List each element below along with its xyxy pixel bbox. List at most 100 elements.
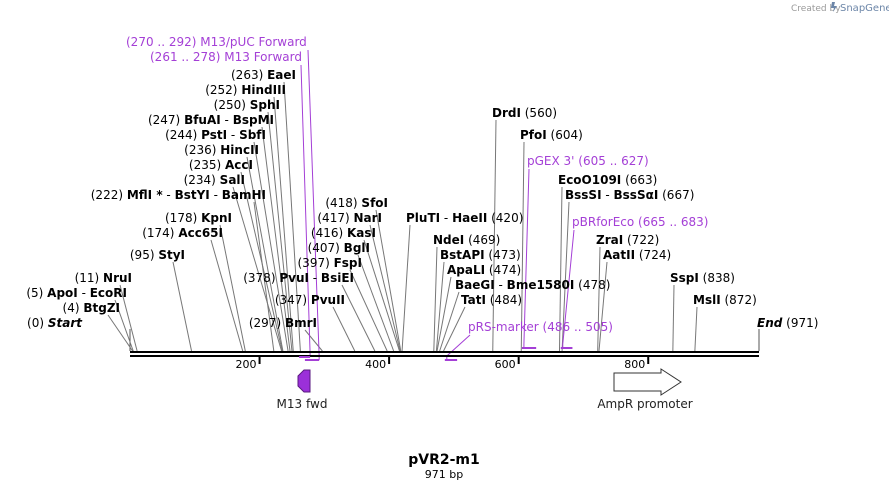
ampr-promoter-arrow-icon[interactable] (613, 368, 682, 396)
cut-site-label[interactable]: (347) PvuII (275, 293, 345, 307)
cut-site-label[interactable]: TatI (484) (461, 293, 522, 307)
primer-bars (299, 347, 573, 361)
cut-site-leader (246, 156, 284, 352)
cut-site-leader (210, 239, 244, 352)
cut-site-label[interactable]: (236) HincII (184, 143, 259, 157)
cut-site-leader (232, 186, 283, 352)
primer-leader (523, 168, 530, 348)
cut-site-leader (172, 261, 193, 352)
cut-site-label[interactable]: PluTI - HaeII (420) (406, 211, 523, 225)
map-length: 971 bp (425, 468, 463, 481)
primer-label[interactable]: pRS-marker (486 .. 505) (468, 320, 613, 334)
cut-site-label[interactable]: BssSI - BssSαI (667) (565, 188, 694, 202)
cut-site-label[interactable]: (397) FspI (298, 256, 363, 270)
cut-site-leader (597, 246, 601, 352)
cut-site-label[interactable]: End (971) (757, 316, 818, 330)
cut-site-label[interactable]: (4) BtgZI (63, 301, 120, 315)
primer-leader (562, 229, 575, 348)
cut-site-label[interactable]: (234) SalI (184, 173, 245, 187)
cut-site-label[interactable]: MslI (872) (693, 293, 757, 307)
snapgene-brand: SnapGene (840, 3, 889, 14)
cut-site-label[interactable]: BstAPI (473) (440, 248, 521, 262)
cut-site-label[interactable]: (263) EaeI (231, 68, 296, 82)
cut-site-label[interactable]: (178) KpnI (165, 211, 232, 225)
cut-site-label[interactable]: EcoO109I (663) (558, 173, 657, 187)
cut-site-leader (349, 269, 388, 352)
cut-site-label[interactable]: AatII (724) (603, 248, 671, 262)
primer-label[interactable]: (261 .. 278) M13 Forward (150, 50, 302, 64)
cut-site-label[interactable]: ZraI (722) (596, 233, 659, 247)
cut-site-leader (273, 96, 294, 352)
cut-site-label[interactable]: PfoI (604) (520, 128, 583, 142)
cut-site-leader (520, 141, 525, 352)
tick-label: 600 (495, 358, 516, 371)
cut-site-label[interactable]: DrdI (560) (492, 106, 557, 120)
cut-site-label[interactable]: NdeI (469) (433, 233, 500, 247)
feature-ampr-promoter[interactable]: AmpR promoter (597, 368, 693, 411)
cut-site-label[interactable]: (5) ApoI - EcoRI (26, 286, 127, 300)
cut-site-leader (436, 276, 452, 352)
tick-label: 200 (236, 358, 257, 371)
cut-site-leader (694, 306, 698, 352)
cut-site-label[interactable]: (418) SfoI (325, 196, 388, 210)
cut-site-leader (375, 209, 402, 352)
cut-site-leaders (107, 81, 760, 352)
cut-site-label[interactable]: (407) BglI (308, 241, 370, 255)
cut-site-label[interactable]: BaeGI - Bme1580I (478) (455, 278, 610, 292)
cut-site-leader (443, 306, 466, 352)
feature-label-ampr-promoter: AmpR promoter (597, 397, 692, 411)
created-by-text: Created by (791, 4, 841, 14)
primer-label[interactable]: pGEX 3' (605 .. 627) (527, 154, 649, 168)
cut-site-leader (253, 141, 289, 352)
m13-fwd-arrow-icon[interactable] (297, 369, 311, 393)
primer-label[interactable]: (270 .. 292) M13/pUC Forward (126, 35, 307, 49)
cut-site-leader (219, 224, 246, 352)
cut-site-label[interactable]: (378) PvuI - BsiEI (243, 271, 354, 285)
cut-site-leader (114, 299, 134, 352)
cut-site-label[interactable]: (0) Start (27, 316, 83, 330)
cut-site-leader (357, 254, 395, 352)
cut-site-label[interactable]: (416) KasI (311, 226, 376, 240)
cut-site-labels: (0) Start(4) BtgZI(5) ApoI - EcoRI(11) N… (26, 35, 818, 334)
cut-site-label[interactable]: (11) NruI (75, 271, 132, 285)
cut-site-label[interactable]: (95) StyI (130, 248, 185, 262)
cut-site-label[interactable]: (174) Acc65I (142, 226, 223, 240)
cut-site-leader (332, 306, 356, 352)
snapgene-logo-icon (831, 2, 837, 12)
cut-site-leader (561, 201, 570, 352)
ruler-ticks: 200 400 600 800 (236, 356, 650, 371)
cut-site-label[interactable]: SspI (838) (670, 271, 735, 285)
tick-label: 400 (365, 358, 386, 371)
cut-site-leader (598, 261, 608, 352)
cut-site-leader (267, 111, 293, 352)
cut-site-leader (435, 261, 445, 352)
map-title: pVR2-m1 (408, 452, 480, 468)
cut-site-leader (304, 329, 323, 352)
tick-label: 800 (624, 358, 645, 371)
cut-site-leader (492, 119, 497, 352)
cut-site-label[interactable]: (417) NarI (317, 211, 382, 225)
cut-site-label[interactable]: (247) BfuAI - BspMI (148, 113, 274, 127)
cut-site-label[interactable]: (297) BmrI (249, 316, 317, 330)
feature-label-m13-fwd: M13 fwd (277, 397, 328, 411)
cut-site-leader (433, 246, 438, 352)
dna-backbone (130, 351, 759, 357)
primer-label[interactable]: pBRforEco (665 .. 683) (572, 215, 708, 229)
cut-site-leader (363, 239, 400, 352)
cut-site-leader (439, 291, 460, 352)
cut-site-leader (341, 284, 376, 352)
cut-site-leader (369, 224, 401, 352)
cut-site-label[interactable]: (250) SphI (214, 98, 280, 112)
cut-site-label[interactable]: ApaLI (474) (447, 263, 521, 277)
cut-site-leader (253, 201, 275, 352)
cut-site-label[interactable]: (222) MflI * - BstYI - BamHI (91, 188, 266, 202)
cut-site-label[interactable]: (235) AccI (189, 158, 253, 172)
cut-site-label[interactable]: (244) PstI - SbfI (165, 128, 266, 142)
primer-leader (307, 49, 320, 360)
cut-site-label[interactable]: (252) HindIII (205, 83, 286, 97)
cut-site-leader (283, 81, 301, 352)
feature-m13-fwd[interactable]: M13 fwd (277, 369, 328, 411)
cut-site-leader (240, 171, 283, 352)
cut-site-leader (401, 224, 411, 352)
